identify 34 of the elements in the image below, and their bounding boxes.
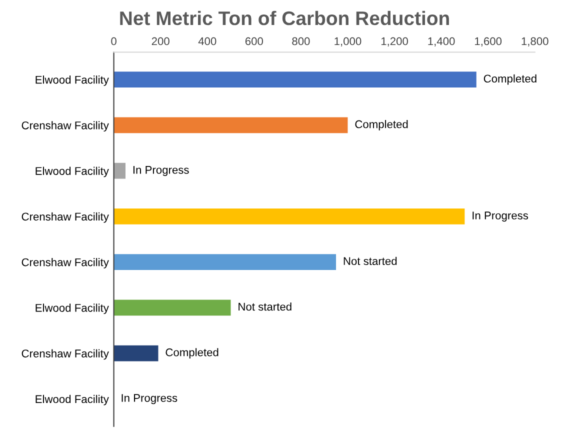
bar [114, 345, 158, 362]
data-label: Completed [166, 348, 218, 358]
bar [114, 72, 476, 88]
x-tick-label: 400 [198, 37, 216, 46]
x-tick-label: 200 [152, 37, 170, 46]
bar [114, 208, 465, 224]
data-label: Completed [355, 120, 408, 130]
x-tick-label: 800 [292, 37, 310, 46]
data-label: Not started [344, 256, 397, 266]
x-tick-label: 1,200 [381, 37, 408, 46]
bar [114, 162, 126, 179]
bar [114, 254, 336, 270]
y-tick-label: Crenshaw Facility [22, 121, 109, 132]
data-label: Completed [484, 74, 536, 85]
x-tick-label: 1,400 [428, 37, 455, 46]
x-tick-label: 0 [111, 37, 116, 46]
chart-title: Net Metric Ton of Carbon Reduction [120, 10, 449, 26]
y-tick-label: Crenshaw Facility [22, 212, 109, 223]
y-tick-label: Elwood Facility [36, 304, 109, 314]
y-tick-label: Elwood Facility [36, 166, 109, 178]
data-label: In Progress [133, 166, 189, 176]
y-tick-label: Elwood Facility [36, 76, 109, 86]
x-tick-label: 1,000 [334, 37, 362, 46]
data-label: Not started [238, 302, 292, 311]
x-tick-label: 1,800 [522, 37, 548, 46]
x-tick-label: 600 [245, 37, 263, 46]
y-tick-label: Crenshaw Facility [22, 258, 109, 268]
data-label: In Progress [472, 212, 528, 222]
bar [114, 300, 231, 316]
data-label: In Progress [122, 394, 178, 404]
y-tick-label: Elwood Facility [36, 394, 109, 406]
x-tick-label: 1,600 [475, 37, 502, 46]
y-tick-label: Crenshaw Facility [22, 349, 109, 360]
bar [114, 117, 348, 134]
